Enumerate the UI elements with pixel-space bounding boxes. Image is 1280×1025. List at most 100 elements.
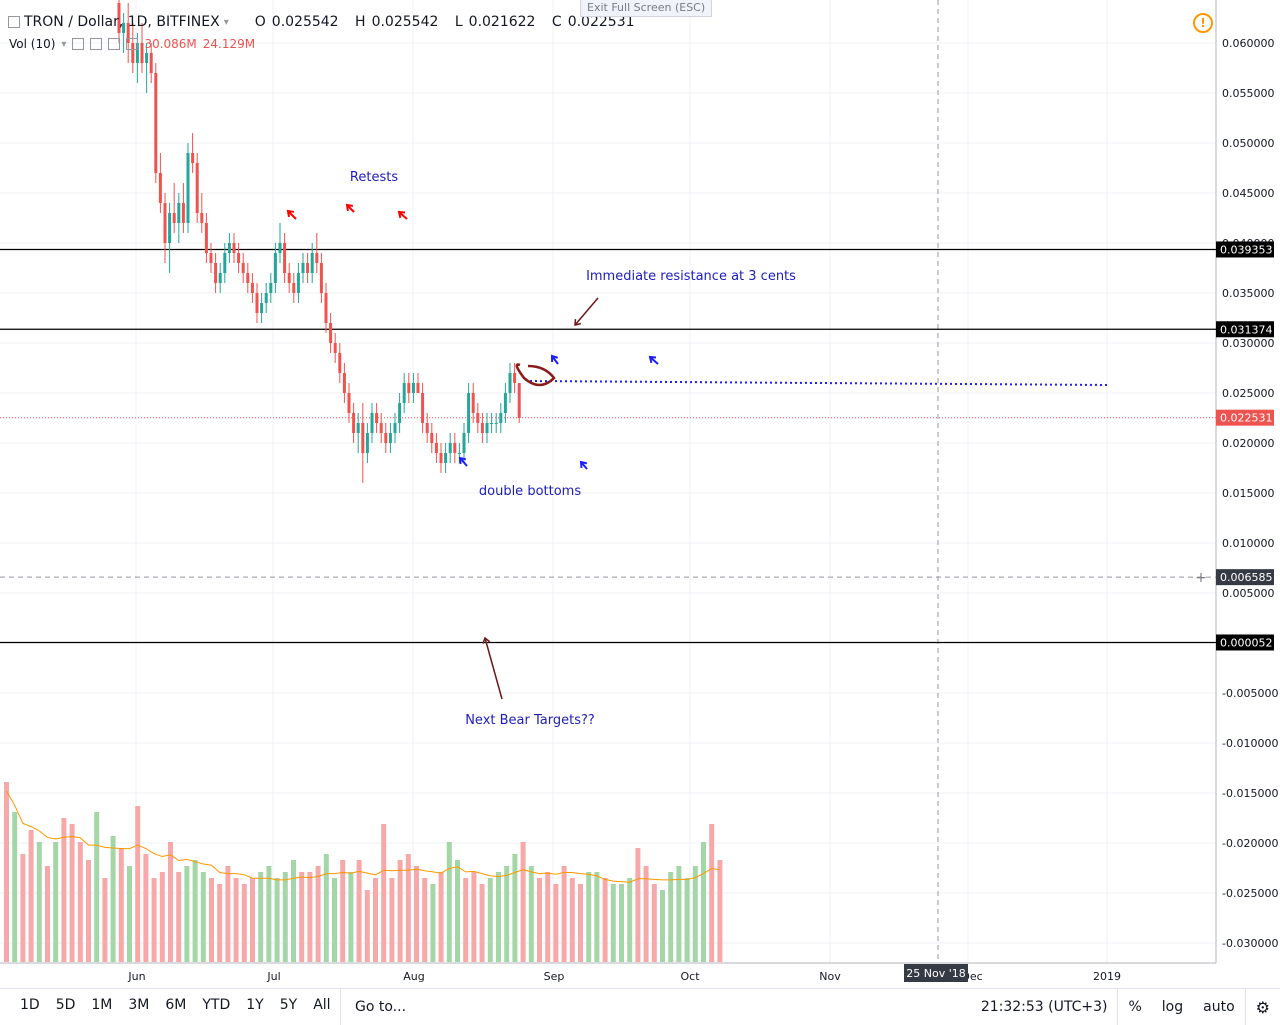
volume-bar	[660, 890, 665, 962]
range-5y[interactable]: 5Y	[279, 997, 298, 1013]
red-arrow	[398, 211, 408, 220]
price-chart[interactable]: 0.0600000.0550000.0500000.0450000.040000…	[0, 0, 1280, 988]
caret-down-icon[interactable]: ▾	[61, 38, 67, 50]
close-icon[interactable]	[108, 38, 121, 50]
red-arrow-head	[397, 210, 406, 219]
candle-body	[388, 433, 392, 443]
volume-bar	[594, 872, 600, 962]
volume-bar	[168, 842, 173, 962]
volume-bar	[348, 872, 354, 962]
candle-body	[439, 453, 443, 463]
eye-icon[interactable]	[72, 38, 85, 50]
candle-body	[237, 253, 241, 263]
range-6m[interactable]: 6M	[165, 997, 187, 1013]
range-all[interactable]: All	[313, 997, 331, 1013]
auto-toggle[interactable]: auto	[1203, 999, 1235, 1015]
annotation-label: double bottoms	[479, 484, 581, 499]
volume-bar	[422, 878, 428, 962]
candle-body	[269, 283, 273, 293]
caret-down-icon[interactable]: ▾	[223, 16, 229, 28]
volume-ma-value: 24.129M	[202, 37, 256, 51]
volume-bar	[487, 878, 493, 962]
price-tick-label: -0.030000	[1222, 937, 1278, 950]
range-3m[interactable]: 3M	[128, 997, 150, 1013]
candle-body	[163, 203, 167, 243]
volume-bar	[135, 806, 141, 962]
volume-bar	[291, 860, 296, 962]
goto-button[interactable]: Go to...	[340, 989, 406, 1025]
bottom-toolbar: 1D 5D 1M 3M 6M YTD 1Y 5Y All Go to... 21…	[0, 988, 1280, 1025]
volume-bar	[209, 878, 214, 962]
candle-body	[154, 73, 158, 173]
volume-bar	[463, 878, 469, 962]
range-1y[interactable]: 1Y	[246, 997, 264, 1013]
candle-body	[338, 353, 342, 373]
log-toggle[interactable]: log	[1161, 999, 1184, 1015]
volume-bar	[414, 866, 419, 962]
symbol-title[interactable]: TRON / Dollar, 1D, BITFINEX	[24, 14, 220, 30]
range-ytd[interactable]: YTD	[202, 997, 231, 1013]
volume-bar	[53, 842, 59, 962]
volume-bar	[61, 818, 67, 962]
price-tick-label: 0.015000	[1222, 487, 1275, 500]
volume-bar	[619, 884, 624, 962]
volume-bar	[315, 866, 321, 962]
price-tick-label: 0.030000	[1222, 337, 1275, 350]
warning-icon[interactable]: !	[1193, 13, 1213, 33]
volume-bar	[282, 872, 288, 962]
candle-body	[347, 393, 351, 413]
price-tick-label: 0.045000	[1222, 187, 1275, 200]
candle-body	[232, 243, 236, 253]
volume-bar	[151, 878, 157, 962]
volume-bar	[709, 824, 715, 962]
price-tick-label: 0.005000	[1222, 587, 1275, 600]
price-tick-label: 0.055000	[1222, 87, 1275, 100]
candle-body	[457, 453, 461, 454]
volume-bar	[602, 878, 608, 962]
volume-bar	[94, 812, 100, 962]
exit-fullscreen-button[interactable]: Exit Full Screen (ESC)	[580, 0, 713, 17]
range-1m[interactable]: 1M	[91, 997, 113, 1013]
percent-toggle[interactable]: %	[1128, 999, 1142, 1015]
blue-arrow-head	[458, 456, 467, 465]
clock[interactable]: 21:32:53 (UTC+3)	[980, 999, 1108, 1015]
settings-icon[interactable]	[90, 38, 103, 50]
level-label: 0.000052	[1220, 636, 1273, 649]
crosshair-time-bg	[904, 964, 968, 982]
blue-arrow-head	[579, 460, 588, 469]
collapse-icon[interactable]	[8, 16, 20, 28]
candle-body	[181, 203, 185, 223]
volume-bar	[143, 854, 149, 962]
close-value: 0.022531	[567, 14, 635, 30]
candle-body	[195, 163, 199, 213]
candle-body	[370, 413, 374, 433]
more-icon[interactable]	[126, 38, 139, 50]
volume-label[interactable]: Vol (10)	[9, 37, 56, 51]
candle-body	[379, 423, 383, 433]
range-1d[interactable]: 1D	[20, 997, 40, 1013]
volume-bar	[250, 878, 255, 962]
last-price-label-bg	[1216, 409, 1274, 426]
candle-body	[407, 383, 411, 393]
volume-bar	[438, 872, 444, 962]
candle-body	[333, 343, 337, 353]
gear-icon[interactable]: ⚙	[1255, 997, 1270, 1017]
volume-bar	[668, 872, 674, 962]
volume-bar	[586, 872, 592, 962]
volume-bar	[692, 866, 698, 962]
candle-body	[140, 43, 144, 63]
candle-body	[342, 373, 346, 393]
range-5d[interactable]: 5D	[55, 997, 76, 1013]
resistance-dotted-line	[529, 380, 1109, 386]
price-tick-label: -0.025000	[1222, 887, 1278, 900]
time-tick-label: Nov	[819, 970, 841, 983]
volume-bar	[569, 878, 575, 962]
volume-bar	[651, 884, 657, 962]
volume-bar	[676, 866, 682, 962]
brown-arrow-head	[574, 318, 582, 326]
brown-arrow-head	[482, 636, 491, 644]
candle-body	[278, 243, 282, 253]
volume-bar	[176, 872, 182, 962]
volume-bar	[446, 842, 452, 962]
volume-bar	[397, 860, 403, 962]
